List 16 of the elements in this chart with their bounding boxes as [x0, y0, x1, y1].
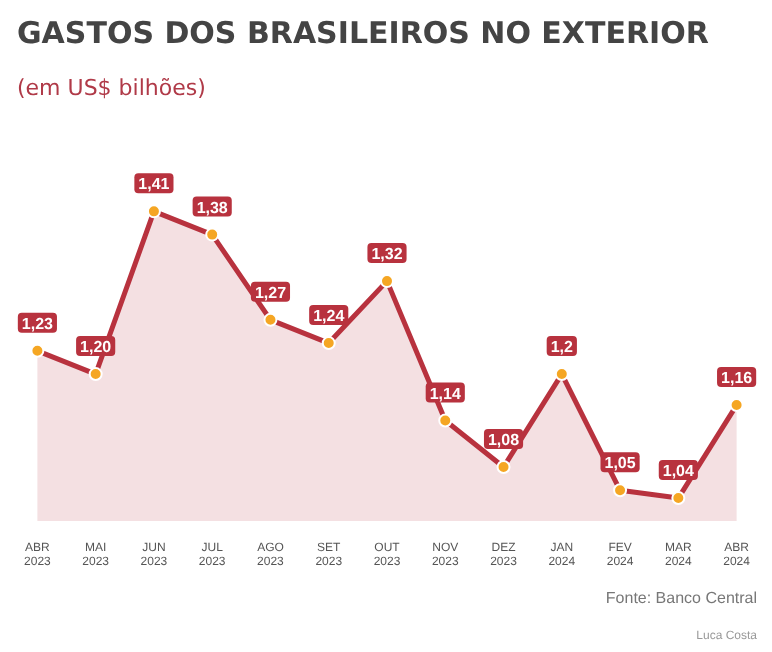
annotation: Fonte: Banco Central [605, 589, 758, 607]
data-label: 1,23 [21, 314, 55, 333]
data-label: 1,20 [80, 338, 113, 357]
data-label: 1,04 [662, 462, 696, 481]
chart-title: GASTOS DOS BRASILEIROS NO EXTERIOR [17, 15, 710, 51]
data-label: 1,24 [313, 307, 346, 326]
data-label: 1,32 [371, 245, 404, 264]
chart-subtitle: (em US$ bilhões) [17, 75, 206, 101]
data-label: 1,27 [254, 283, 288, 302]
data-label: 1,14 [429, 384, 462, 403]
data-label: 1,16 [721, 369, 754, 388]
data-label: 1,41 [138, 175, 171, 194]
data-label: 1,38 [196, 198, 229, 217]
data-label: 1,2 [550, 338, 575, 357]
data-label: 1,08 [487, 431, 521, 450]
data-label: 1,05 [604, 454, 637, 473]
